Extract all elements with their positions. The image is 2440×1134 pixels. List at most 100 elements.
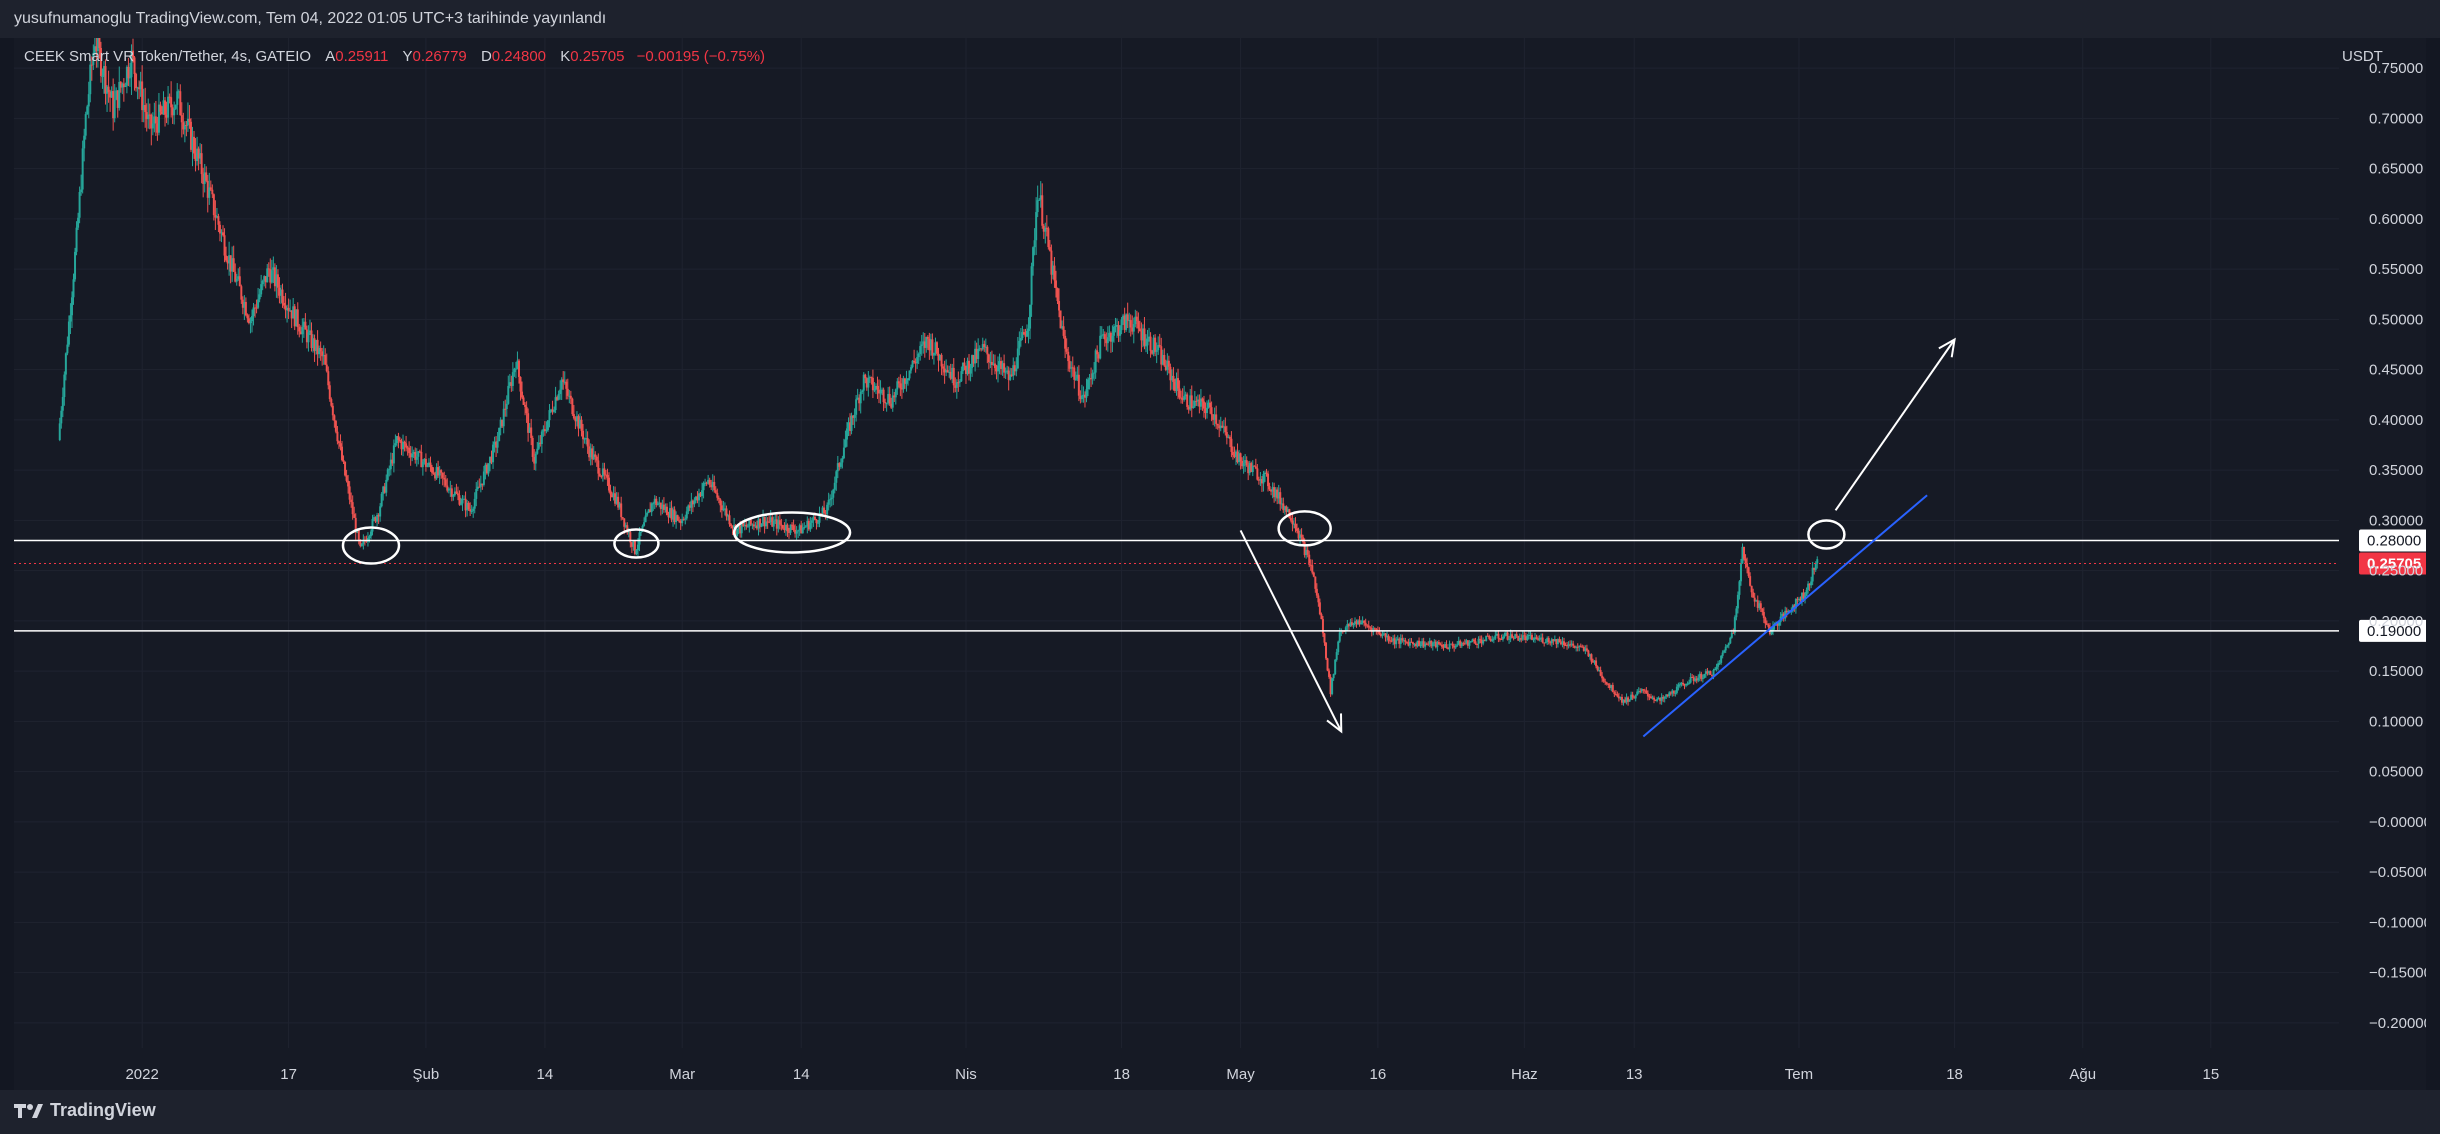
candle-body [1062, 326, 1065, 336]
candle-body [1058, 301, 1061, 311]
candle-body [891, 395, 894, 408]
candle-body [1025, 330, 1028, 337]
candle-body [899, 383, 902, 389]
candle-body [661, 504, 664, 509]
candle-body [226, 260, 229, 264]
candle-body [1749, 576, 1752, 586]
candle-body [298, 327, 301, 332]
candle-body [392, 445, 395, 464]
candle-body [903, 378, 906, 384]
candle-body [304, 321, 307, 330]
candle-body [836, 463, 839, 472]
candle-body [1172, 375, 1175, 382]
candle-body [1097, 354, 1100, 359]
candle-body [1776, 622, 1779, 626]
candle-body [606, 474, 609, 478]
candle-body [493, 441, 496, 445]
candle-body [1360, 622, 1363, 625]
y-tick-label: 0.45000 [2369, 362, 2423, 379]
candle-body [989, 361, 992, 363]
candle-body [786, 524, 789, 532]
candle-body [1494, 635, 1497, 639]
candle-body [1613, 692, 1616, 694]
candle-body [1109, 332, 1112, 342]
candle-body [1739, 563, 1742, 582]
candle-body [1015, 368, 1018, 372]
candle-body [453, 491, 456, 496]
candle-body [1357, 620, 1360, 625]
candle-body [1413, 643, 1416, 645]
candle-body [333, 415, 336, 421]
candle-body [101, 75, 104, 77]
candle-body [232, 258, 235, 272]
candle-body [1747, 567, 1750, 577]
candle-body [371, 518, 374, 532]
candle-body [177, 91, 180, 93]
candle-body [864, 374, 867, 379]
candle-body [478, 486, 481, 488]
candle-body [168, 96, 171, 98]
candle-body [1581, 646, 1584, 648]
candle-body [1474, 641, 1477, 644]
circle-annotation [341, 526, 401, 565]
candle-body [1646, 693, 1649, 697]
candle-body [434, 473, 437, 479]
candle-body [1276, 489, 1279, 499]
candle-body [1575, 646, 1578, 648]
circle-annotation [613, 528, 660, 559]
candle-body [557, 393, 560, 400]
candle-body [347, 480, 350, 487]
level-tag [2359, 619, 2426, 642]
candle-body [427, 462, 430, 466]
candle-body [699, 493, 702, 497]
candle-body [1315, 588, 1318, 596]
candle-body [1166, 360, 1169, 370]
candle-body [580, 419, 583, 431]
candle-body [350, 499, 353, 503]
candle-body [189, 121, 192, 150]
candle-body [1144, 345, 1147, 347]
candle-body [1387, 635, 1390, 641]
candle-body [588, 446, 591, 458]
candle-body [429, 462, 432, 468]
candle-body [527, 413, 530, 433]
candle-body [1030, 266, 1033, 305]
candle-body [1427, 643, 1430, 645]
candle-body [543, 429, 546, 431]
candle-body [1727, 643, 1730, 646]
publish-header: yusufnumanoglu TradingView.com, Tem 04, … [0, 0, 2440, 38]
candle-body [1372, 628, 1375, 633]
candle-body [957, 382, 960, 384]
y-tick-label: −0.05000 [2369, 864, 2426, 881]
candle-body [563, 381, 566, 383]
candle-body [914, 362, 917, 364]
price-chart[interactable]: 0.28000 0.19000 0.25705 0.75000 0.70000 0.65… [14, 38, 2426, 1090]
candle-body [612, 493, 615, 498]
candle-body [1501, 636, 1504, 640]
candle-body [905, 380, 908, 384]
footer-bar: TradingView [0, 1090, 2440, 1134]
candle-body [1715, 666, 1718, 669]
candle-body [141, 81, 144, 111]
candle-body [1202, 401, 1205, 409]
candle-body [164, 100, 167, 115]
candle-body [1239, 453, 1242, 461]
candle-body [1732, 632, 1735, 634]
candle-body [1157, 345, 1160, 351]
candle-body [1033, 240, 1036, 248]
candle-body [1718, 662, 1721, 664]
candle-body [725, 508, 728, 517]
candle-body [447, 488, 450, 491]
candle-body [188, 118, 191, 122]
candle-body [1538, 638, 1541, 640]
candle-body [1649, 696, 1652, 698]
candle-body [1572, 643, 1575, 646]
candle-body [1605, 682, 1608, 685]
candle-body [389, 459, 392, 470]
candle-body [923, 341, 926, 348]
candle-body [919, 346, 922, 354]
candle-body [1596, 666, 1599, 671]
candle-body [69, 315, 72, 322]
tradingview-logo[interactable]: TradingView [14, 1100, 156, 1121]
candle-body [968, 360, 971, 374]
